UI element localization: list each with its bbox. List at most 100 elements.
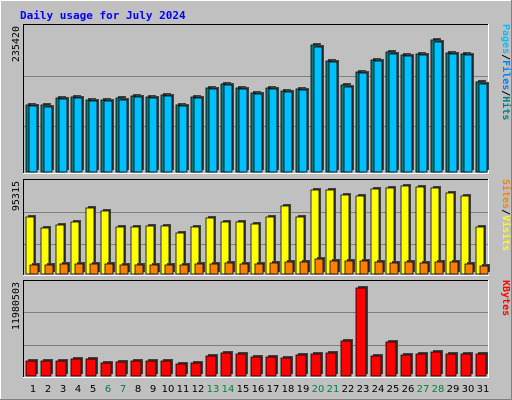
- sites-bar: [344, 260, 354, 275]
- x-tick-label: 22: [342, 384, 355, 395]
- legend-entry: Visits: [500, 215, 512, 251]
- files-bar: [343, 86, 353, 173]
- legend-entry: /: [500, 54, 511, 60]
- series-legend: Sites/Visits: [500, 179, 512, 251]
- files-bar: [163, 95, 173, 173]
- x-tick-label: 17: [267, 384, 280, 395]
- x-tick-label: 13: [207, 384, 220, 395]
- kbytes-bar: [460, 353, 472, 377]
- kbytes-bar: [70, 358, 82, 377]
- kbytes-bar: [310, 353, 322, 377]
- files-bar: [118, 99, 128, 173]
- files-bar: [283, 91, 293, 173]
- files-bar: [223, 84, 233, 173]
- kbytes-bar: [340, 340, 352, 377]
- kbytes-bar: [475, 353, 487, 377]
- files-bar: [133, 96, 143, 173]
- files-bar: [148, 97, 158, 173]
- kbytes-bar: [190, 362, 202, 377]
- x-tick-label: 14: [222, 384, 235, 395]
- kbytes-bar: [100, 362, 112, 377]
- files-bar: [403, 55, 413, 173]
- sites-bar: [404, 261, 414, 275]
- files-bar: [28, 105, 38, 173]
- x-tick-label: 2: [45, 384, 51, 395]
- legend-entry: /: [500, 90, 511, 96]
- kbytes-bar: [25, 360, 37, 377]
- kbytes-bar: [445, 353, 457, 377]
- sites-bar: [104, 263, 114, 275]
- visits-bar: [415, 186, 425, 275]
- kbytes-bar: [355, 287, 367, 377]
- sites-bar: [374, 261, 384, 275]
- kbytes-bar: [370, 355, 382, 377]
- kbytes-bar: [175, 363, 187, 377]
- kbytes-bar: [265, 356, 277, 377]
- files-bar: [238, 88, 248, 173]
- sites-bar: [44, 264, 54, 275]
- x-tick-label: 5: [90, 384, 96, 395]
- files-bar: [388, 53, 398, 173]
- x-tick-label: 24: [372, 384, 385, 395]
- files-bar: [313, 46, 323, 173]
- files-bar: [358, 72, 368, 173]
- sites-bar: [134, 264, 144, 275]
- sites-bar: [89, 263, 99, 275]
- x-tick-label: 9: [150, 384, 156, 395]
- kbytes-bar: [430, 351, 442, 377]
- legend-entry: /: [500, 209, 511, 215]
- x-tick-label: 16: [252, 384, 265, 395]
- x-tick-label: 15: [237, 384, 250, 395]
- x-tick-label: 27: [417, 384, 430, 395]
- sites-bar: [74, 263, 84, 275]
- kbytes-bar: [385, 341, 397, 377]
- files-bar: [253, 93, 263, 173]
- series-legend: KBytes: [500, 280, 511, 316]
- x-tick-label: 3: [60, 384, 66, 395]
- x-tick-label: 23: [357, 384, 370, 395]
- sites-bar: [194, 263, 204, 275]
- kbytes-bar: [325, 352, 337, 377]
- files-bar: [268, 88, 278, 173]
- sites-bar: [479, 265, 489, 275]
- x-tick-label: 28: [432, 384, 445, 395]
- x-tick-label: 1: [30, 384, 36, 395]
- kbytes-bar: [145, 360, 157, 377]
- x-tick-label: 19: [297, 384, 310, 395]
- chart-title: Daily usage for July 2024: [20, 9, 186, 22]
- legend-entry: KBytes: [500, 280, 511, 316]
- files-bar: [208, 88, 218, 173]
- files-bar: [58, 98, 68, 173]
- x-axis-labels: 1 2 3 4 5 6 7 8 9 10 11 12 13 14 15 16 17 18 19 20 21 22 23 24 2…: [30, 384, 490, 395]
- files-bar: [103, 100, 113, 173]
- x-tick-label: 30: [462, 384, 475, 395]
- sites-bar: [449, 261, 459, 275]
- sites-bar: [329, 260, 339, 275]
- sites-bar: [299, 261, 309, 275]
- kbytes-bar: [250, 356, 262, 377]
- sites-bar: [314, 258, 324, 275]
- x-tick-label: 4: [75, 384, 81, 395]
- kbytes-bar: [85, 358, 97, 377]
- x-tick-label: 26: [402, 384, 415, 395]
- x-tick-label: 31: [477, 384, 490, 395]
- kbytes-bar: [115, 361, 127, 377]
- kbytes-bar: [415, 353, 427, 377]
- sites-bar: [359, 260, 369, 275]
- series-legend: Pages/Files/Hits: [500, 24, 512, 120]
- legend-entry: Files: [500, 60, 512, 90]
- sites-bar: [119, 264, 129, 275]
- sites-bar: [419, 262, 429, 275]
- files-bar: [178, 105, 188, 173]
- kbytes-bar: [160, 360, 172, 377]
- legend-entry: Pages: [500, 24, 511, 54]
- kbytes-bar: [400, 354, 412, 377]
- files-bar: [328, 61, 338, 173]
- x-tick-label: 25: [387, 384, 400, 395]
- x-tick-label: 10: [162, 384, 175, 395]
- sites-bar: [434, 261, 444, 275]
- legend-entry: Sites: [500, 179, 512, 209]
- kbytes-bar: [280, 357, 292, 377]
